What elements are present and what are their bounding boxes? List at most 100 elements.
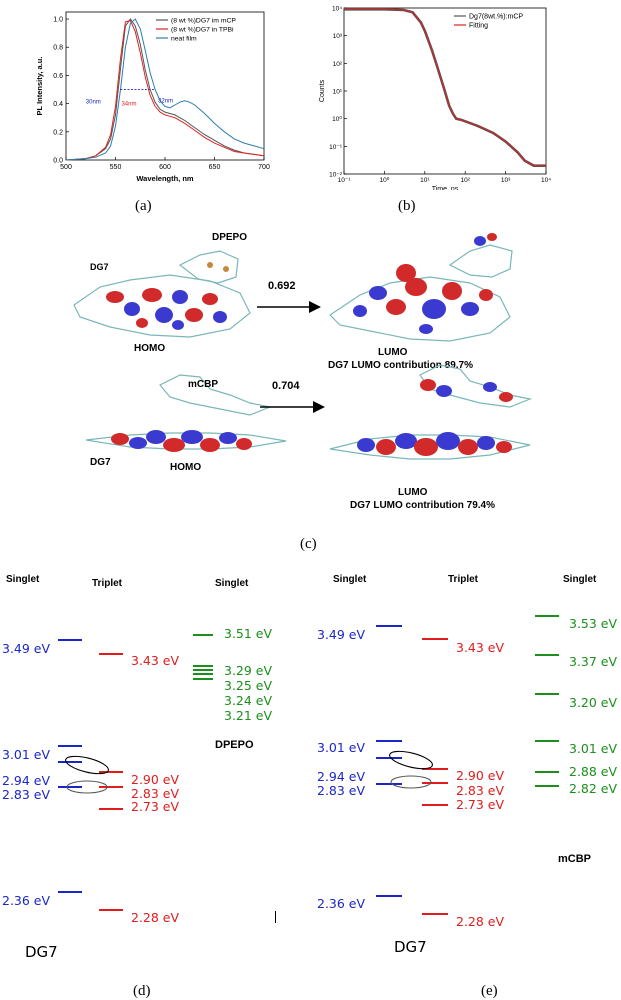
triplet-level <box>99 771 123 773</box>
homo-label-top: HOMO <box>134 343 165 354</box>
mcbp-molecule-lumo <box>419 364 533 408</box>
header-singlet-host: Singlet <box>215 578 249 589</box>
singlet-level <box>58 745 82 747</box>
fwhm-annotation: 32nm <box>158 99 173 105</box>
host-singlet-energy-label: 3.37 eV <box>569 654 618 669</box>
host-singlet-level <box>193 669 213 671</box>
header-triplet-dg7: Triplet <box>448 574 479 585</box>
x-axis-label: Time, ns <box>432 186 459 190</box>
molecule-name-dg7: DG7 <box>25 943 58 961</box>
x-tick-label: 10³ <box>501 177 511 184</box>
dg7-homo-molecule-bottom <box>85 430 287 452</box>
triplet-level <box>422 913 448 915</box>
host-singlet-energy-label: 3.53 eV <box>569 616 618 631</box>
header-singlet-host: Singlet <box>563 574 597 585</box>
singlet-level <box>376 625 402 627</box>
y-tick-label: 0.6 <box>53 73 63 80</box>
host-singlet-level <box>535 654 559 656</box>
triplet-energy-label: 2.83 eV <box>456 783 505 798</box>
dpepo-molecule-lumo <box>448 233 513 278</box>
y-tick-label: 10² <box>333 61 343 68</box>
triplet-level <box>422 768 448 770</box>
host-singlet-level <box>535 785 559 787</box>
triplet-level <box>99 909 123 911</box>
mcbp-molecule-bottom <box>159 374 273 416</box>
singlet-energy-label: 2.36 eV <box>2 893 51 908</box>
host-singlet-level <box>535 693 559 695</box>
triplet-energy-label: 3.43 eV <box>456 640 505 655</box>
caption-c: (c) <box>300 536 317 552</box>
fwhm-annotation: 30nm <box>86 100 101 106</box>
triplet-energy-label: 2.28 eV <box>131 910 180 925</box>
singlet-energy-label: 3.49 eV <box>2 641 51 656</box>
legend-label: (8 wt %)DG7 in TPBi <box>171 27 234 34</box>
host-singlet-level <box>193 673 213 675</box>
caption-b: (b) <box>398 198 416 214</box>
overlap-value-bottom: 0.704 <box>272 380 300 392</box>
host-label-bottom: mCBP <box>188 379 218 390</box>
fwhm-annotation: 34nm <box>121 102 136 108</box>
y-tick-label: 10⁻² <box>329 172 343 179</box>
host-singlet-energy-label: 2.82 eV <box>569 781 618 796</box>
y-tick-label: 10⁴ <box>332 6 342 13</box>
y-tick-label: 0.4 <box>53 101 63 108</box>
tick-mark <box>275 911 276 923</box>
triplet-energy-label: 2.28 eV <box>456 914 505 929</box>
decay-chart: 10⁻¹ 10⁰ 10¹ 10² 10³ 10⁴10⁻²10⁻¹10⁰10¹10²10³1… <box>319 6 551 191</box>
homo-label-bottom: HOMO <box>170 462 201 473</box>
host-singlet-energy-label: 3.21 eV <box>224 708 273 723</box>
y-axis-label: Counts <box>319 79 326 102</box>
caption-e: (e) <box>481 983 498 999</box>
x-tick-label: 600 <box>159 164 171 171</box>
singlet-level <box>376 783 402 785</box>
x-tick-label: 700 <box>258 164 270 171</box>
x-tick-label: 10⁻¹ <box>338 177 352 184</box>
caption-d: (d) <box>133 983 151 999</box>
x-tick-label: 500 <box>60 164 72 171</box>
singlet-energy-label: 3.01 eV <box>2 747 51 762</box>
y-tick-label: 10³ <box>333 33 343 40</box>
triplet-energy-label: 2.73 eV <box>456 797 505 812</box>
y-tick-label: 0.2 <box>53 129 63 136</box>
dopant-label-top: DG7 <box>90 262 109 272</box>
host-singlet-energy-label: 2.88 eV <box>569 764 618 779</box>
host-name-dpepo: DPEPO <box>215 739 254 751</box>
host-label-top: DPEPO <box>212 232 247 243</box>
host-singlet-energy-label: 3.24 eV <box>224 693 273 708</box>
x-tick-label: 650 <box>209 164 221 171</box>
isc-coupling-ellipses <box>65 755 109 794</box>
triplet-level <box>99 786 123 788</box>
singlet-level <box>376 740 402 742</box>
lumo-contribution-top: DG7 LUMO contribution 89.7% <box>328 360 473 371</box>
host-singlet-energy-label: 3.29 eV <box>224 663 273 678</box>
host-singlet-energy-label: 3.20 eV <box>569 695 618 710</box>
y-tick-label: 10⁰ <box>332 115 342 123</box>
host-singlet-level <box>193 665 213 667</box>
caption-a: (a) <box>135 198 152 214</box>
legend-label: Fitting <box>469 23 488 30</box>
singlet-level <box>376 895 402 897</box>
lumo-contribution-bottom: DG7 LUMO contribution 79.4% <box>350 500 495 511</box>
isc-coupling-ellipses <box>389 750 433 789</box>
triplet-level <box>99 653 123 655</box>
singlet-energy-label: 2.83 eV <box>2 787 51 802</box>
series-line-2 <box>65 18 265 161</box>
legend-label: (8 wt %)DG7 im mCP <box>171 18 236 25</box>
y-tick-label: 0.8 <box>53 45 63 52</box>
x-tick-label: 10² <box>460 177 470 184</box>
singlet-energy-label: 2.94 eV <box>2 773 51 788</box>
header-singlet-dg7: Singlet <box>333 574 367 585</box>
triplet-level <box>422 782 448 784</box>
singlet-energy-label: 2.36 eV <box>317 896 366 911</box>
plot-frame <box>65 11 265 161</box>
host-name-mcbp: mCBP <box>558 853 592 865</box>
host-singlet-level <box>535 740 559 742</box>
singlet-energy-label: 2.83 eV <box>317 783 366 798</box>
lumo-label-bottom: LUMO <box>398 487 428 498</box>
host-singlet-energy-label: 3.51 eV <box>224 626 273 641</box>
dg7-homo-molecule-top <box>73 274 251 338</box>
host-singlet-energy-label: 3.01 eV <box>569 741 618 756</box>
singlet-energy-label: 3.01 eV <box>317 740 366 755</box>
x-tick-label: 10¹ <box>420 177 430 184</box>
singlet-level <box>58 761 82 763</box>
